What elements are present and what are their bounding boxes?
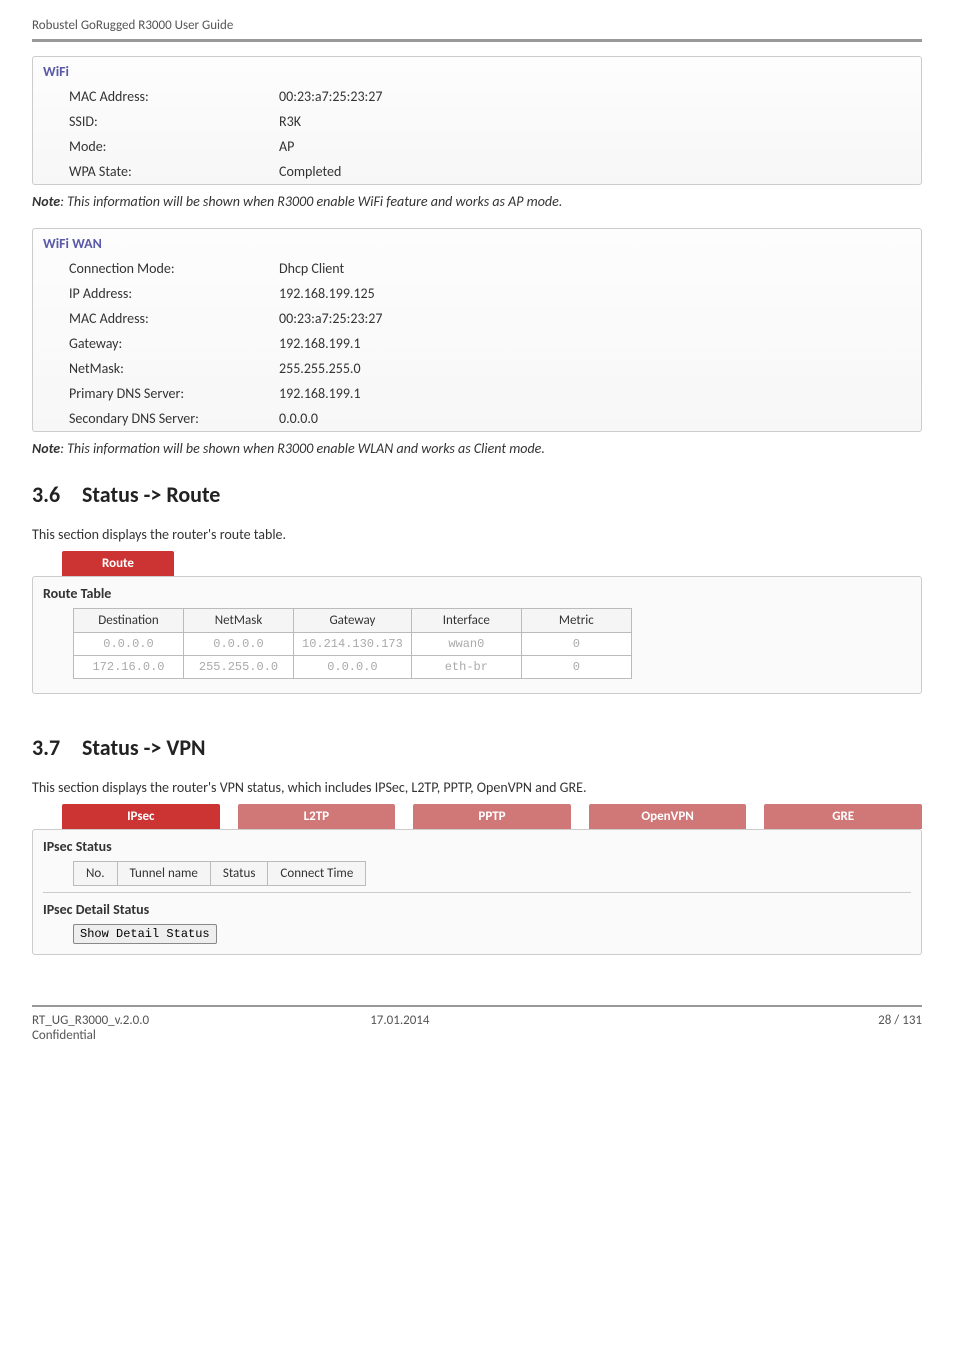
- page-footer: RT_UG_R3000_v.2.0.0 Confidential 17.01.2…: [32, 1005, 922, 1043]
- table-row: 0.0.0.00.0.0.010.214.130.173wwan00: [74, 633, 632, 656]
- ipsec-status-table: No.Tunnel nameStatusConnect Time: [73, 861, 366, 886]
- wifiwan-panel-title: WiFi WAN: [33, 229, 921, 256]
- table-cell: 0: [521, 633, 631, 656]
- route-heading: 3.6Status -> Route: [32, 481, 922, 508]
- table-header: Tunnel name: [117, 862, 210, 886]
- kv-value: 0.0.0.0: [279, 410, 921, 427]
- vpn-tab-openvpn[interactable]: OpenVPN: [589, 804, 747, 829]
- table-cell: 0: [521, 656, 631, 679]
- route-tab[interactable]: Route: [62, 551, 174, 576]
- route-table-title: Route Table: [43, 585, 911, 602]
- kv-row: Mode:AP: [33, 134, 921, 159]
- kv-value: 00:23:a7:25:23:27: [279, 310, 921, 327]
- table-header: NetMask: [184, 609, 294, 633]
- table-cell: wwan0: [411, 633, 521, 656]
- table-cell: 255.255.0.0: [184, 656, 294, 679]
- note-bold: Note: [32, 193, 60, 210]
- kv-label: Secondary DNS Server:: [69, 410, 279, 427]
- kv-value: R3K: [279, 113, 921, 130]
- kv-row: SSID:R3K: [33, 109, 921, 134]
- table-cell: 10.214.130.173: [294, 633, 412, 656]
- kv-value: 192.168.199.1: [279, 385, 921, 402]
- kv-row: Secondary DNS Server:0.0.0.0: [33, 406, 921, 431]
- kv-value: 00:23:a7:25:23:27: [279, 88, 921, 105]
- vpn-tab-l2tp[interactable]: L2TP: [238, 804, 396, 829]
- kv-label: IP Address:: [69, 285, 279, 302]
- vpn-heading-text: Status -> VPN: [82, 734, 206, 761]
- wifi-note: Note: This information will be shown whe…: [32, 193, 922, 210]
- table-cell: 172.16.0.0: [74, 656, 184, 679]
- kv-value: Dhcp Client: [279, 260, 921, 277]
- route-table-panel: Route Table DestinationNetMaskGatewayInt…: [32, 576, 922, 694]
- kv-value: 255.255.255.0: [279, 360, 921, 377]
- kv-label: Mode:: [69, 138, 279, 155]
- route-heading-text: Status -> Route: [82, 481, 220, 508]
- ipsec-status-panel: IPsec Status No.Tunnel nameStatusConnect…: [32, 829, 922, 955]
- vpn-tab-pptp[interactable]: PPTP: [413, 804, 571, 829]
- wifiwan-rows: Connection Mode:Dhcp ClientIP Address:19…: [33, 256, 921, 431]
- table-row: 172.16.0.0255.255.0.00.0.0.0eth-br0: [74, 656, 632, 679]
- vpn-desc: This section displays the router's VPN s…: [32, 779, 922, 796]
- route-desc: This section displays the router's route…: [32, 526, 922, 543]
- vpn-tab-ipsec[interactable]: IPsec: [62, 804, 220, 829]
- footer-date: 17.01.2014: [370, 1013, 708, 1043]
- table-cell: eth-br: [411, 656, 521, 679]
- route-table: DestinationNetMaskGatewayInterfaceMetric…: [73, 608, 632, 679]
- table-header: No.: [74, 862, 118, 886]
- vpn-heading-num: 3.7: [32, 734, 82, 761]
- wifi-panel-title: WiFi: [33, 57, 921, 84]
- kv-row: IP Address:192.168.199.125: [33, 281, 921, 306]
- route-heading-num: 3.6: [32, 481, 82, 508]
- table-header: Status: [210, 862, 268, 886]
- ipsec-detail-title: IPsec Detail Status: [43, 901, 911, 918]
- note-bold: Note: [32, 440, 60, 457]
- table-header: Metric: [521, 609, 631, 633]
- kv-value: 192.168.199.1: [279, 335, 921, 352]
- kv-label: Connection Mode:: [69, 260, 279, 277]
- ipsec-status-title: IPsec Status: [43, 838, 911, 855]
- footer-confidential: Confidential: [32, 1028, 370, 1043]
- kv-row: NetMask:255.255.255.0: [33, 356, 921, 381]
- kv-row: MAC Address:00:23:a7:25:23:27: [33, 306, 921, 331]
- kv-row: MAC Address:00:23:a7:25:23:27: [33, 84, 921, 109]
- wifi-rows: MAC Address:00:23:a7:25:23:27SSID:R3KMod…: [33, 84, 921, 184]
- kv-row: Connection Mode:Dhcp Client: [33, 256, 921, 281]
- footer-page: 28 / 131: [708, 1013, 922, 1043]
- footer-version: RT_UG_R3000_v.2.0.0: [32, 1013, 370, 1028]
- table-cell: 0.0.0.0: [294, 656, 412, 679]
- table-cell: 0.0.0.0: [74, 633, 184, 656]
- wifiwan-note: Note: This information will be shown whe…: [32, 440, 922, 457]
- wifiwan-panel: WiFi WAN Connection Mode:Dhcp ClientIP A…: [32, 228, 922, 432]
- kv-label: MAC Address:: [69, 88, 279, 105]
- kv-label: Gateway:: [69, 335, 279, 352]
- vpn-heading: 3.7Status -> VPN: [32, 734, 922, 761]
- kv-value: AP: [279, 138, 921, 155]
- table-cell: 0.0.0.0: [184, 633, 294, 656]
- kv-value: 192.168.199.125: [279, 285, 921, 302]
- kv-label: SSID:: [69, 113, 279, 130]
- kv-label: NetMask:: [69, 360, 279, 377]
- kv-value: Completed: [279, 163, 921, 180]
- show-detail-status-button[interactable]: Show Detail Status: [73, 924, 217, 944]
- kv-label: MAC Address:: [69, 310, 279, 327]
- table-header: Destination: [74, 609, 184, 633]
- table-header: Gateway: [294, 609, 412, 633]
- table-header: Interface: [411, 609, 521, 633]
- kv-label: Primary DNS Server:: [69, 385, 279, 402]
- kv-label: WPA State:: [69, 163, 279, 180]
- kv-row: Gateway:192.168.199.1: [33, 331, 921, 356]
- kv-row: WPA State:Completed: [33, 159, 921, 184]
- wifi-panel: WiFi MAC Address:00:23:a7:25:23:27SSID:R…: [32, 56, 922, 185]
- note-text: : This information will be shown when R3…: [60, 193, 562, 210]
- table-header: Connect Time: [268, 862, 366, 886]
- doc-header: Robustel GoRugged R3000 User Guide: [32, 18, 922, 42]
- kv-row: Primary DNS Server:192.168.199.1: [33, 381, 921, 406]
- note-text: : This information will be shown when R3…: [60, 440, 545, 457]
- vpn-tab-gre[interactable]: GRE: [764, 804, 922, 829]
